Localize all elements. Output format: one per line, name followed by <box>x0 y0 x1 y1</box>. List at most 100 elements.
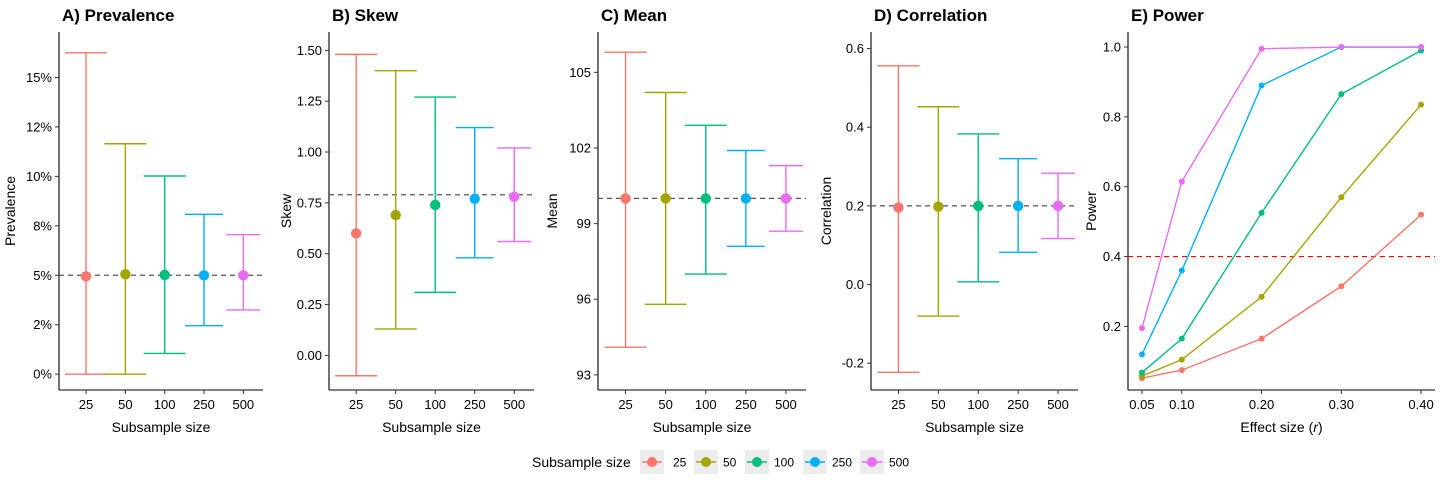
data-point <box>1338 44 1345 51</box>
y-tick-label: 0.2 <box>846 198 864 213</box>
series-250 <box>1138 44 1425 358</box>
x-tick-label: 100 <box>695 397 717 412</box>
x-tick-label: 0.05 <box>1129 397 1154 412</box>
point-estimate <box>509 191 520 202</box>
y-tick-label: 0.25 <box>297 297 322 312</box>
panel-5: E) Power 0.2 0.4 0.6 0.8 1.0 Power 0.05 0.10 0.20… <box>1083 6 1435 435</box>
series-25 <box>1138 211 1425 382</box>
point-estimate <box>933 201 944 212</box>
legend-key-point <box>701 457 711 467</box>
data-point <box>1178 267 1185 274</box>
x-tick-label: 25 <box>79 397 93 412</box>
legend-item-500: 500 <box>860 450 909 474</box>
y-axis-label: Correlation <box>818 177 834 245</box>
panel-4: D) Correlation -0.2 0.0 0.2 0.4 0.6 Correlatio… <box>818 6 1078 435</box>
legend-item-100: 100 <box>745 450 794 474</box>
x-tick-label: 0.30 <box>1329 397 1354 412</box>
x-axis-label: Subsample size <box>382 419 481 435</box>
y-tick-label: 5% <box>33 268 52 283</box>
panel-title: B) Skew <box>332 6 399 25</box>
errorbar-25 <box>335 53 378 377</box>
legend-item-25: 25 <box>640 450 687 474</box>
point-estimate <box>740 193 752 204</box>
point-estimate <box>893 202 904 213</box>
point-estimate <box>700 193 711 204</box>
errorbar-250 <box>455 126 494 259</box>
y-tick-label: 1.25 <box>297 94 322 109</box>
data-point <box>1258 82 1265 89</box>
x-tick-label: 50 <box>658 397 672 412</box>
series-line <box>1141 214 1422 379</box>
point-estimate <box>1012 200 1024 212</box>
errorbar-500 <box>768 164 803 232</box>
y-tick-label: 93 <box>577 367 591 382</box>
x-tick-label: 50 <box>388 397 402 412</box>
point-estimate <box>469 193 480 204</box>
errorbar-250 <box>726 149 765 247</box>
legend-title: Subsample size <box>532 454 631 470</box>
legend-item-label: 250 <box>832 456 852 470</box>
legend-key-point <box>867 457 877 467</box>
legend-item-label: 50 <box>723 456 737 470</box>
y-axis-label: Mean <box>544 193 560 228</box>
errorbar-50 <box>374 69 417 330</box>
data-point <box>1258 335 1265 342</box>
y-tick-label: 0% <box>33 367 52 382</box>
point-estimate <box>620 193 631 204</box>
y-tick-label: 0.4 <box>846 120 864 135</box>
data-point <box>1178 335 1185 342</box>
y-tick-label: 96 <box>577 292 591 307</box>
y-axis-label: Power <box>1083 191 1099 231</box>
x-tick-label: 0.20 <box>1249 397 1274 412</box>
y-tick-label: 0.00 <box>297 348 322 363</box>
y-axis-label: Prevalence <box>2 176 18 246</box>
errorbar-25 <box>604 51 647 348</box>
panel-title: C) Mean <box>601 6 667 25</box>
series-line <box>1141 46 1422 329</box>
x-tick-label: 25 <box>349 397 363 412</box>
series-500 <box>1138 44 1425 332</box>
point-estimate <box>780 193 792 204</box>
x-tick-label: 50 <box>931 397 945 412</box>
y-tick-label: -0.2 <box>842 356 864 371</box>
x-tick-label: 0.10 <box>1169 397 1194 412</box>
y-tick-label: 0.4 <box>1103 249 1121 264</box>
errorbar-100 <box>143 175 186 355</box>
data-point <box>1338 91 1345 98</box>
y-tick-label: 99 <box>577 216 591 231</box>
panel-title: A) Prevalence <box>62 6 174 25</box>
legend-key-point <box>810 457 820 467</box>
x-tick-label: 250 <box>735 397 757 412</box>
y-tick-label: 15% <box>26 70 52 85</box>
data-point <box>1138 325 1145 332</box>
x-tick-label: 500 <box>232 397 254 412</box>
y-tick-label: 0.75 <box>297 195 322 210</box>
errorbar-250 <box>185 213 224 327</box>
point-estimate <box>238 270 249 281</box>
data-point <box>1258 209 1265 216</box>
legend-item-label: 25 <box>673 456 687 470</box>
data-point <box>1338 283 1345 290</box>
legend-item-label: 100 <box>774 456 794 470</box>
y-tick-label: 12% <box>26 119 52 134</box>
data-point <box>1178 178 1185 185</box>
legend-item-label: 500 <box>889 456 909 470</box>
errorbar-25 <box>65 52 108 375</box>
x-tick-label: 100 <box>424 397 446 412</box>
series-line <box>1141 49 1422 374</box>
errorbar-250 <box>999 157 1038 254</box>
y-tick-label: 0.2 <box>1103 319 1121 334</box>
legend-item-250: 250 <box>803 450 852 474</box>
errorbar-25 <box>877 65 920 373</box>
errorbar-100 <box>414 96 457 294</box>
point-estimate <box>1052 200 1064 212</box>
x-tick-label: 25 <box>891 397 905 412</box>
data-point <box>1418 101 1425 108</box>
x-tick-label: 250 <box>464 397 486 412</box>
point-estimate <box>660 193 671 204</box>
x-axis-label: Subsample size <box>112 419 211 435</box>
y-axis-label: Skew <box>278 193 294 228</box>
data-point <box>1178 356 1185 363</box>
point-estimate <box>390 209 401 221</box>
legend-key-point <box>752 457 762 467</box>
